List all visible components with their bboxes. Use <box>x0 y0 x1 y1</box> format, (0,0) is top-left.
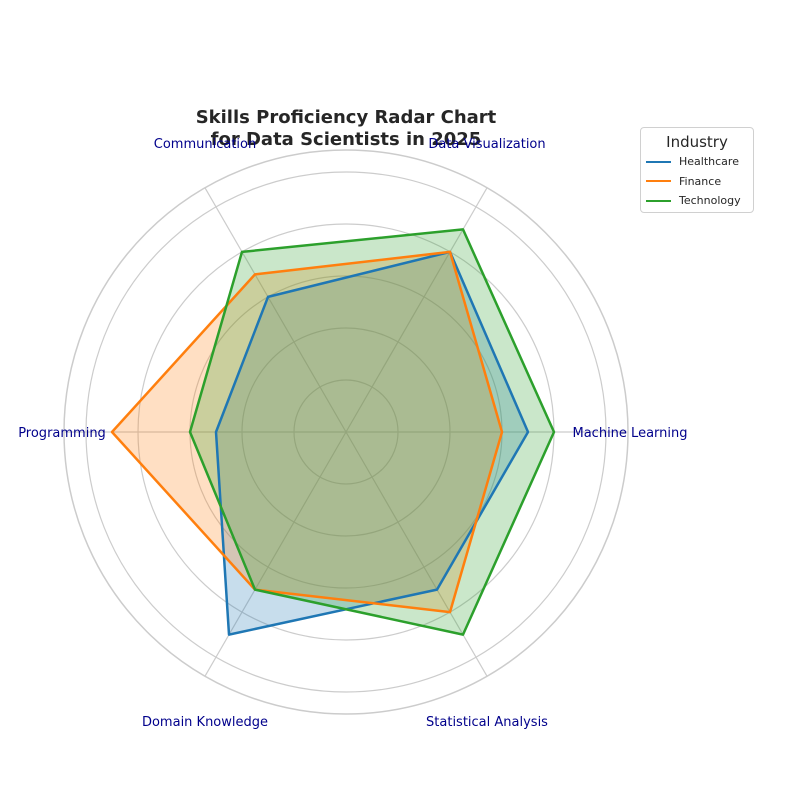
axis-label-programming: Programming <box>18 426 106 441</box>
spoke-3 <box>204 187 347 433</box>
legend-label-technology: Technology <box>679 194 741 208</box>
legend-label-healthcare: Healthcare <box>679 155 739 169</box>
axis-label-statistical-analysis: Statistical Analysis <box>426 715 548 730</box>
axis-labels: Machine Learning Data Visualization Commun… <box>18 137 687 730</box>
legend-item-finance: Finance <box>641 172 753 192</box>
axis-label-communication: Communication <box>154 137 256 152</box>
legend-swatch-technology <box>646 199 671 202</box>
axis-label-domain-knowledge: Domain Knowledge <box>142 715 268 730</box>
legend-title: Industry <box>666 133 728 151</box>
legend: Industry Healthcare Finance Technology <box>640 127 754 213</box>
series-area-finance <box>112 251 502 613</box>
axis-label-data-visualization: Data Visualization <box>428 137 545 152</box>
legend-swatch-finance <box>646 180 671 183</box>
series-area-healthcare <box>216 251 528 635</box>
axis-label-machine-learning: Machine Learning <box>573 426 688 441</box>
chart-title-line-2: for Data Scientists in 2025 <box>211 129 482 150</box>
series-line-technology <box>188 228 556 636</box>
series-area-technology <box>190 229 554 635</box>
legend-label-finance: Finance <box>679 174 722 188</box>
radar-series <box>110 228 556 636</box>
legend-swatch-healthcare <box>646 160 671 163</box>
series-line-finance <box>110 250 504 614</box>
legend-item-healthcare: Healthcare <box>641 152 753 172</box>
chart-title-line-1: Skills Proficiency Radar Chart <box>196 107 497 128</box>
legend-item-technology: Technology <box>641 191 753 211</box>
